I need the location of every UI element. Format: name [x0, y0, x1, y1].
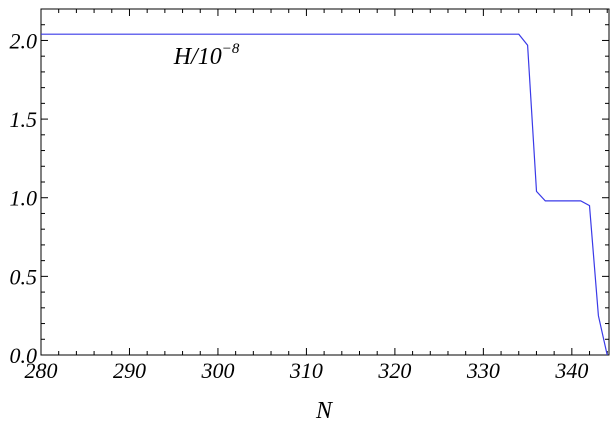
y-tick-label: 1.5: [10, 107, 38, 132]
plot-frame: [40, 8, 610, 356]
x-tick-label: 300: [200, 358, 234, 383]
x-tick-label: 340: [554, 358, 588, 383]
y-tick-label: 0.5: [10, 264, 38, 289]
x-tick-label: 320: [377, 358, 411, 383]
axis-ticks: [40, 8, 609, 356]
x-axis-label: N: [315, 398, 334, 424]
x-tick-label: 310: [289, 358, 323, 383]
annotation-text: H/10−8: [173, 41, 240, 70]
y-tick-label: 0.0: [10, 343, 38, 368]
series-line: [41, 33, 608, 356]
x-tick-label: 290: [113, 358, 146, 383]
tick-labels: 280 290 300 310 320 330 340 0.0 0.5 1.0 1.5 2.0: [10, 28, 589, 383]
x-tick-label: 330: [466, 358, 500, 383]
annotation: H/10−8: [173, 41, 240, 70]
annotation-base: H/10: [173, 44, 222, 70]
y-tick-label: 1.0: [10, 186, 38, 211]
x-tick-label: 280: [25, 358, 58, 383]
annotation-exponent: −8: [222, 41, 240, 57]
series-layer: [41, 33, 608, 356]
y-tick-label: 2.0: [10, 28, 38, 53]
